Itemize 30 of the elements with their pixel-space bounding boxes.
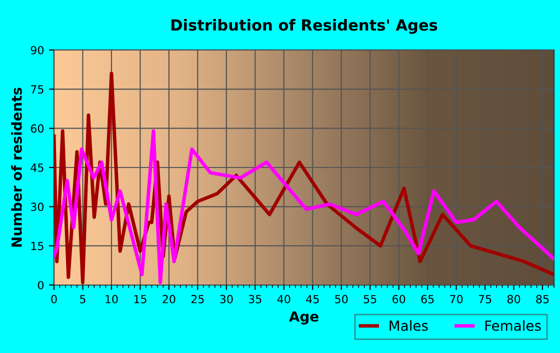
x-tick-label: 15 [134, 295, 146, 304]
x-tick-label: 25 [191, 294, 204, 304]
chart-title: Distribution of Residents' Ages [171, 18, 438, 34]
y-tick-label: 75 [31, 85, 44, 94]
x-tick-label: 70 [450, 294, 463, 304]
legend-label: Males [390, 320, 428, 331]
y-tick-label: 15 [31, 242, 44, 250]
y-axis-title: Number of residents [11, 88, 22, 247]
x-tick-label: 50 [335, 294, 348, 304]
y-tick-label: 30 [30, 202, 44, 212]
x-axis-title: Age [289, 311, 318, 324]
x-tick-label: 10 [106, 294, 118, 304]
x-tick-label: 30 [220, 294, 233, 304]
x-tick-label: 60 [392, 294, 406, 304]
x-tick-label: 55 [364, 295, 376, 304]
x-tick-label: 75 [478, 295, 492, 304]
y-tick-label: 90 [30, 46, 44, 54]
x-tick-label: 5 [80, 295, 86, 304]
y-tick-label: 45 [30, 164, 44, 172]
x-tick-label: 65 [421, 294, 434, 304]
legend-label: Females [485, 320, 541, 331]
x-tick-label: 40 [277, 294, 290, 304]
x-tick-label: 80 [507, 294, 520, 304]
y-tick-label: 0 [38, 280, 44, 290]
x-tick-label: 35 [248, 294, 262, 304]
x-tick-label: 45 [306, 295, 319, 304]
x-tick-label: 0 [51, 294, 57, 304]
y-tick-label: 60 [30, 124, 44, 133]
x-tick-label: 85 [536, 294, 549, 304]
x-tick-label: 20 [162, 294, 176, 304]
